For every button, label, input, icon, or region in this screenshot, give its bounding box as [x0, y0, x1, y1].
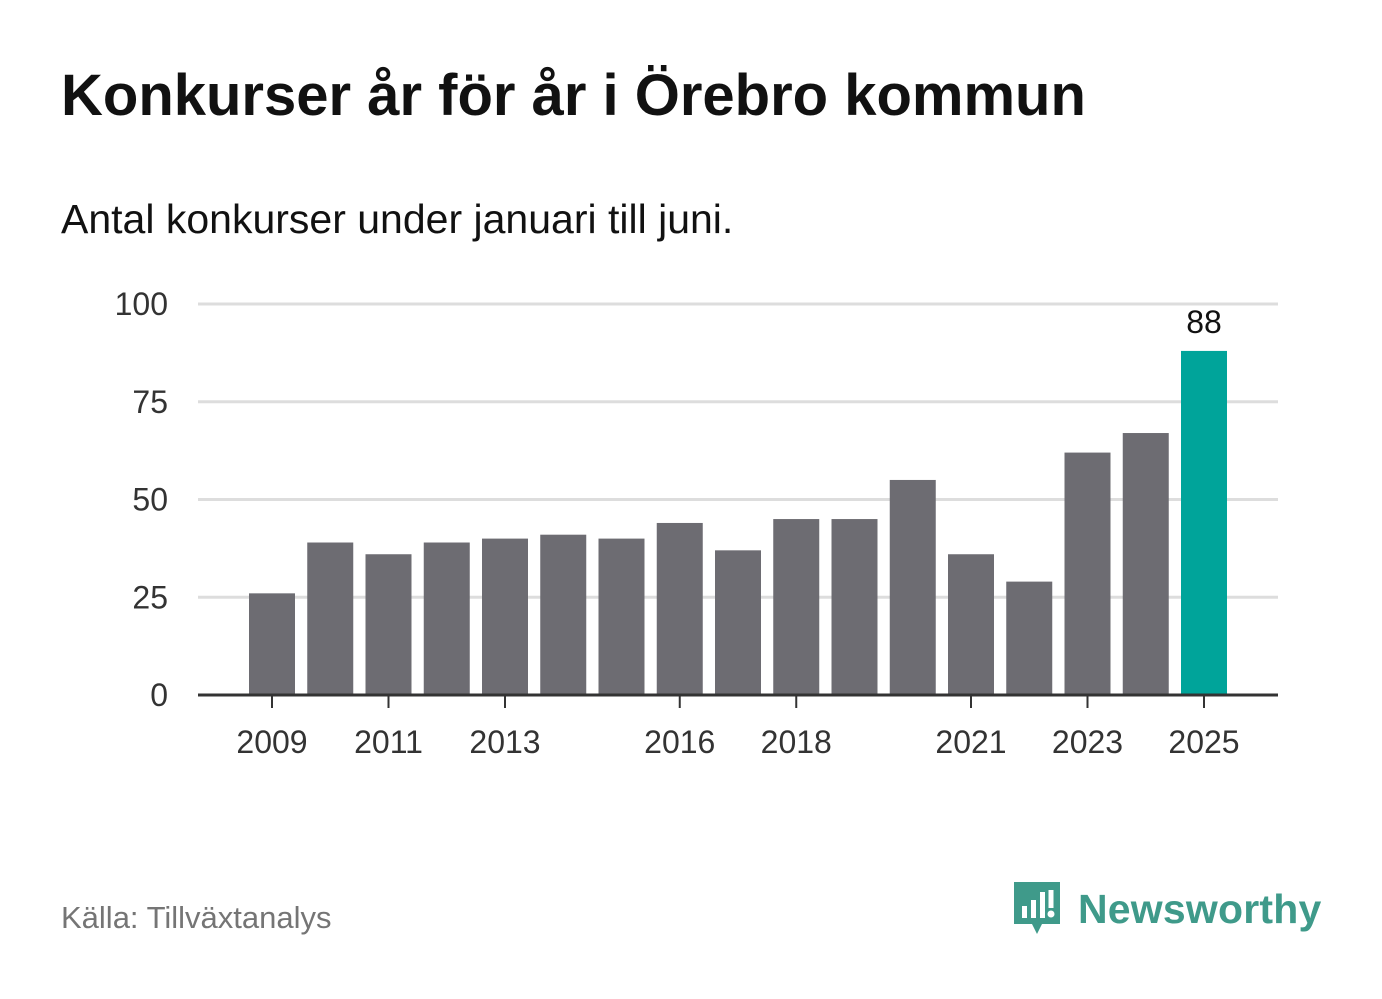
bar-2014[interactable]	[540, 534, 587, 695]
bars	[249, 350, 1227, 695]
bar-2025[interactable]	[1181, 350, 1227, 695]
bar-2024[interactable]	[1122, 433, 1169, 695]
brand-logo[interactable]: Newsworthy	[1010, 878, 1322, 940]
bar-chart: 0 25 50 75 100 88 2009 2011 2013 2016 2018 2021 2023…	[115, 286, 1278, 760]
bar-2021[interactable]	[948, 554, 994, 695]
bar-2015[interactable]	[598, 538, 645, 695]
y-tick-label: 0	[150, 677, 168, 713]
chart-subtitle: Antal konkurser under januari till juni.	[61, 196, 734, 242]
bar-2010[interactable]	[307, 542, 354, 695]
bar-2018[interactable]	[773, 519, 820, 695]
bar-2012[interactable]	[423, 542, 470, 695]
bar-2013[interactable]	[482, 538, 528, 695]
x-tick-label: 2021	[935, 724, 1006, 760]
y-tick-label: 100	[115, 286, 168, 322]
y-tick-label: 75	[132, 384, 168, 420]
bar-2020[interactable]	[889, 479, 936, 695]
labels: 0 25 50 75 100 88 2009 2011 2013 2016 2018 2021 2023…	[115, 286, 1240, 760]
y-tick-label: 25	[132, 579, 168, 615]
x-tick-label: 2011	[354, 724, 423, 760]
x-tick-label: 2009	[236, 724, 307, 760]
x-tick-label: 2018	[761, 724, 832, 760]
bar-2017[interactable]	[715, 550, 761, 695]
x-tick-label: 2023	[1052, 724, 1123, 760]
newsworthy-logo-icon	[1014, 882, 1060, 934]
y-tick-label: 50	[132, 482, 168, 518]
x-tick-label: 2016	[644, 724, 715, 760]
bar-2019[interactable]	[831, 519, 878, 695]
bar-2023[interactable]	[1064, 452, 1111, 695]
x-tick-label: 2025	[1168, 724, 1239, 760]
bar-2009[interactable]	[249, 593, 295, 695]
axes	[198, 693, 1278, 708]
data-label-2025: 88	[1186, 304, 1222, 340]
bar-2011[interactable]	[365, 554, 412, 695]
bar-2022[interactable]	[1006, 581, 1053, 695]
bar-2016[interactable]	[656, 522, 703, 695]
brand-name: Newsworthy	[1078, 885, 1322, 932]
x-tick-label: 2013	[469, 724, 540, 760]
chart-title: Konkurser år för år i Örebro kommun	[61, 63, 1086, 128]
source-note: Källa: Tillväxtanalys	[61, 900, 332, 935]
